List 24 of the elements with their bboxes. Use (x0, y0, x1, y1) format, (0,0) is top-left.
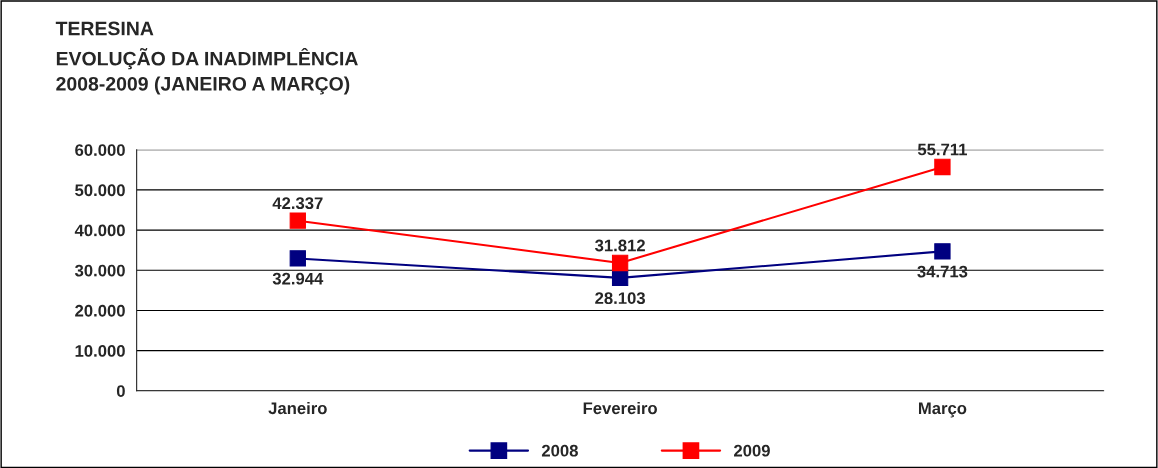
data-label: 55.711 (917, 143, 967, 156)
x-tick-label: Fevereiro (583, 401, 657, 415)
point (611, 269, 629, 287)
legend-label: 2009 (734, 444, 770, 457)
point (289, 212, 306, 229)
y-tick-label: 60.000 (75, 144, 125, 156)
point (934, 158, 951, 176)
point (611, 254, 629, 272)
y-tick-label: 20.000 (75, 304, 125, 317)
data-label: 28.103 (595, 292, 645, 305)
y-tick-label: 40.000 (74, 224, 125, 237)
data-label: 42.337 (272, 197, 323, 210)
y-tick-label: 30.000 (74, 264, 125, 277)
point (934, 243, 951, 260)
legend-label: 2008 (541, 444, 578, 457)
point (289, 250, 306, 267)
y-tick-label: 50.000 (75, 184, 125, 197)
y-tick-label: 0 (116, 385, 125, 397)
x-tick-label: Janeiro (268, 401, 327, 415)
data-label: 31.812 (595, 239, 645, 252)
y-tick-label: 10.000 (75, 345, 125, 357)
x-tick-label: Março (918, 402, 967, 418)
data-label: 32.944 (272, 272, 324, 285)
chart-title: TERESINA EVOLUÇÃO DA INADIMPLÊNCIA 2008-2009 (JANEIRO A MARÇO) (55, 21, 358, 95)
